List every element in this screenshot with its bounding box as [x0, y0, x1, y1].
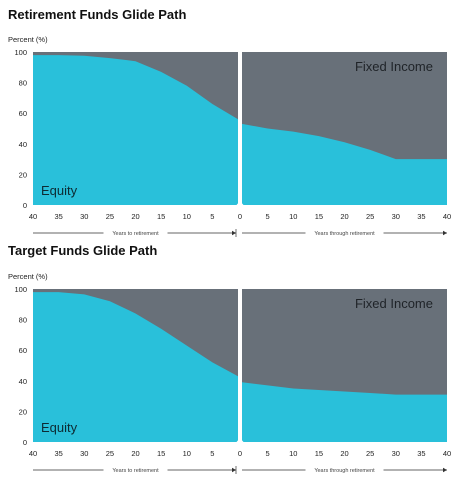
x-tick-label: 15	[315, 449, 323, 458]
x-tick-label: 5	[210, 212, 214, 221]
arrow-head-post	[443, 467, 447, 473]
chart-2: 0 20 40 60 80 100 Percent (%) 40 35 30 25 20 15 10 5 0 5…	[8, 272, 451, 474]
x-tick-label: 20	[340, 449, 348, 458]
y-tick-label: 80	[19, 316, 27, 325]
x-tick-label: 10	[289, 449, 297, 458]
years-through-retirement-label: Years through retirement	[314, 468, 375, 474]
y-tick-label: 80	[19, 79, 27, 88]
retirement-divider-notch	[233, 201, 247, 209]
x-tick-label: 15	[157, 449, 165, 458]
x-tick-label: 30	[392, 212, 400, 221]
years-through-retirement-label: Years through retirement	[314, 231, 375, 237]
x-tick-label: 25	[106, 212, 114, 221]
x-tick-label: 30	[392, 449, 400, 458]
x-tick-label: 35	[417, 212, 425, 221]
x-tick-label: 30	[80, 212, 88, 221]
x-tick-label: 30	[80, 449, 88, 458]
x-tick-label: 25	[366, 212, 374, 221]
equity-label: Equity	[41, 420, 78, 435]
x-tick-label: 15	[157, 212, 165, 221]
y-tick-label: 40	[19, 140, 27, 149]
retirement-divider-notch	[233, 438, 247, 446]
x-tick-label: 25	[106, 449, 114, 458]
y-tick-label: 60	[19, 346, 27, 355]
x-tick-label: 5	[266, 449, 270, 458]
equity-area	[33, 292, 447, 442]
x-tick-label: 0	[238, 212, 242, 221]
x-tick-label: 5	[210, 449, 214, 458]
chart-1-title: Retirement Funds Glide Path	[8, 7, 187, 22]
arrow-head-pre	[232, 467, 236, 473]
segment-label-bg	[103, 466, 168, 474]
y-tick-label: 0	[23, 438, 27, 447]
x-tick-label: 20	[340, 212, 348, 221]
fixed-income-label: Fixed Income	[355, 59, 433, 74]
years-to-retirement-label: Years to retirement	[112, 468, 159, 474]
x-tick-label: 15	[315, 212, 323, 221]
x-tick-label: 40	[29, 212, 37, 221]
segment-label-bg	[103, 229, 168, 237]
retirement-divider	[238, 52, 242, 209]
chart-2-title: Target Funds Glide Path	[8, 243, 158, 258]
y-tick-label: 40	[19, 377, 27, 386]
x-tick-label: 20	[131, 449, 139, 458]
x-tick-label: 10	[183, 449, 191, 458]
chart-1: 0 20 40 60 80 100 Percent (%) 40 35 30 25 20 15 10 5 0 5…	[8, 35, 451, 237]
years-to-retirement-label: Years to retirement	[112, 231, 159, 237]
x-tick-label: 40	[29, 449, 37, 458]
x-tick-label: 35	[54, 212, 62, 221]
x-tick-label: 25	[366, 449, 374, 458]
x-tick-label: 0	[238, 449, 242, 458]
y-axis-label: Percent (%)	[8, 272, 48, 281]
retirement-divider	[238, 289, 242, 446]
y-tick-label: 20	[19, 407, 27, 416]
arrow-head-pre	[232, 230, 236, 236]
x-tick-label: 35	[417, 449, 425, 458]
arrow-head-post	[443, 230, 447, 236]
y-tick-label: 100	[14, 48, 27, 57]
fixed-income-label: Fixed Income	[355, 296, 433, 311]
x-tick-label: 40	[443, 212, 451, 221]
y-tick-label: 0	[23, 201, 27, 210]
x-tick-label: 40	[443, 449, 451, 458]
x-tick-label: 5	[266, 212, 270, 221]
x-tick-label: 10	[289, 212, 297, 221]
y-axis-label: Percent (%)	[8, 35, 48, 44]
x-tick-label: 35	[54, 449, 62, 458]
segment-label-bg	[305, 466, 384, 474]
x-tick-label: 10	[183, 212, 191, 221]
equity-label: Equity	[41, 183, 78, 198]
segment-label-bg	[305, 229, 384, 237]
y-tick-label: 100	[14, 285, 27, 294]
y-tick-label: 60	[19, 109, 27, 118]
y-tick-label: 20	[19, 170, 27, 179]
x-tick-label: 20	[131, 212, 139, 221]
